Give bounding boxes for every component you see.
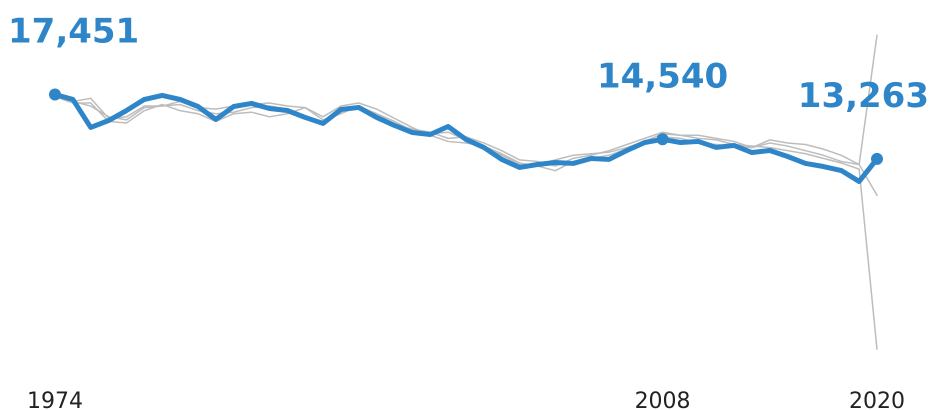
point [871,152,883,165]
value-label: 13,263 [798,76,929,116]
value-label: 14,540 [597,56,728,96]
x-tick-label: 1974 [27,389,83,410]
x-tick-label: 2020 [849,389,905,410]
value-label: 17,451 [8,11,139,51]
point [656,133,669,146]
context-line [54,96,878,350]
context-line [54,92,878,197]
highlight-line [52,91,880,184]
point [49,88,61,101]
x-tick-label: 2008 [635,389,691,410]
